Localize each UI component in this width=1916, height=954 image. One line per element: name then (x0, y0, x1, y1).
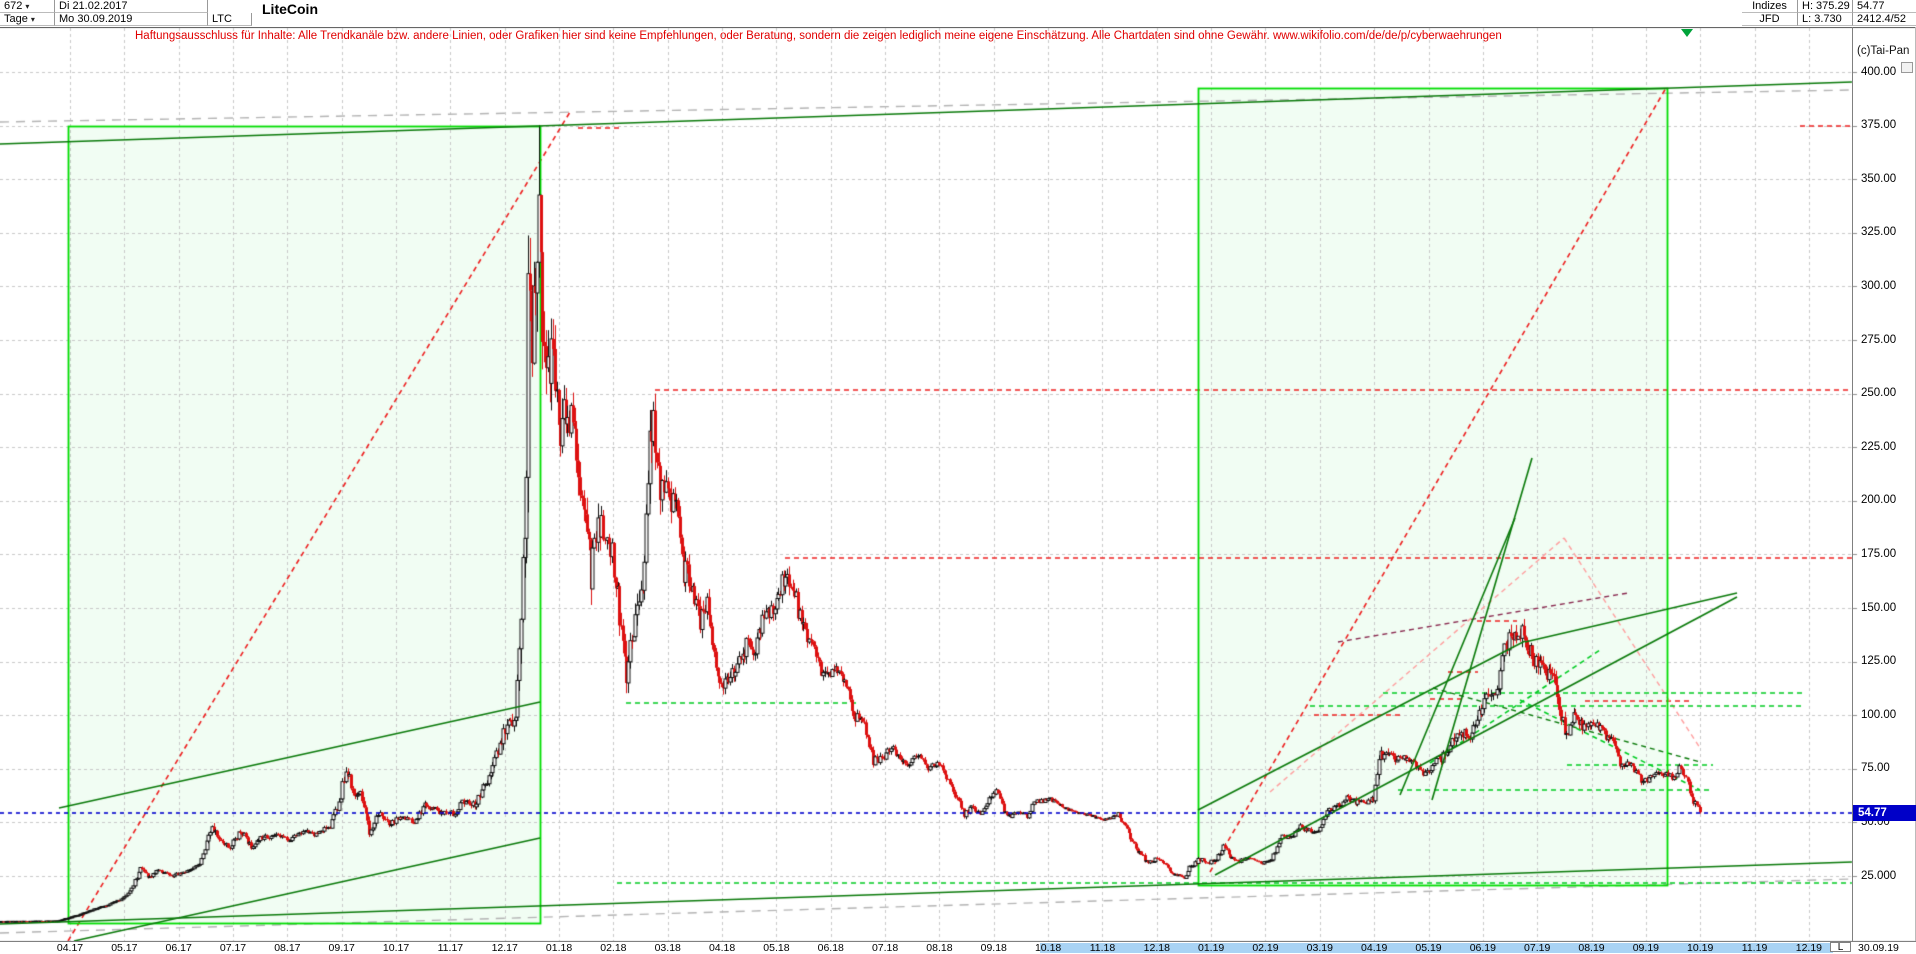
time-axis-label: 10.19 (1687, 942, 1714, 954)
index-group-cell[interactable]: Indizes (1742, 0, 1798, 13)
time-axis-label: 10.18 (1034, 942, 1062, 954)
range-cell: 2412.4/52 (1853, 13, 1916, 26)
time-axis-label: 06.17 (165, 942, 192, 954)
time-axis-label: 02.19 (1252, 942, 1279, 954)
time-axis-label: 02.18 (600, 942, 627, 954)
time-axis-label: 05.17 (111, 942, 138, 954)
time-axis-label: 11.18 (1089, 942, 1116, 954)
time-axis-label: 06.18 (817, 942, 844, 954)
period-high-cell: H: 375.29 (1798, 0, 1853, 13)
price-axis-label: 275.00 (1861, 333, 1897, 346)
time-axis-label: 09.18 (980, 942, 1007, 954)
price-axis-label: 75.00 (1861, 762, 1890, 775)
header-bar: 672 ▾ Di 21.02.2017 Tage ▾ Mo 30.09.2019 L… (0, 0, 1916, 28)
time-axis-label: 11.17 (437, 942, 464, 954)
bars-count-value: 672 (4, 0, 23, 12)
last-price-cell: 54.77 (1853, 0, 1916, 13)
price-axis-label: 400.00 (1861, 65, 1897, 78)
broker-cell: JFD (1742, 13, 1798, 26)
collapse-icon[interactable] (1901, 62, 1913, 73)
price-axis-label: 375.00 (1861, 119, 1897, 132)
time-axis-label: 09.19 (1632, 942, 1659, 954)
time-axis-label: 06.19 (1469, 942, 1496, 954)
marker-triangle-icon (1681, 29, 1693, 37)
price-axis-label: 125.00 (1861, 655, 1897, 668)
instrument-title: LiteCoin (262, 1, 318, 17)
price-axis-label: 350.00 (1861, 172, 1897, 185)
time-axis-label: 08.19 (1578, 942, 1605, 954)
time-axis-label: 10.17 (382, 942, 410, 954)
disclaimer-text: Haftungsausschluss für Inhalte: Alle Tre… (135, 30, 1502, 42)
last-date-label: 30.09.19 (1858, 942, 1899, 954)
time-axis-label: 12.19 (1795, 942, 1823, 954)
time-axis-label: 04.19 (1361, 942, 1388, 954)
chevron-down-icon: ▾ (25, 2, 30, 11)
bars-count-dropdown[interactable]: 672 ▾ (0, 0, 55, 13)
chevron-down-icon: ▾ (30, 15, 35, 24)
selected-range-highlight[interactable] (1040, 943, 1833, 953)
price-axis-label: 200.00 (1861, 494, 1897, 507)
time-axis-label: 03.19 (1306, 942, 1333, 954)
time-axis-label: 09.17 (328, 942, 355, 954)
price-axis-label: 225.00 (1861, 440, 1897, 453)
timeframe-value: Tage (4, 13, 28, 25)
symbol-cell: LTC (208, 13, 252, 26)
time-axis-label: 05.19 (1415, 942, 1442, 954)
time-axis-label: 12.17 (491, 942, 518, 954)
spacer-cell (208, 0, 262, 13)
price-axis-label: 25.000 (1861, 869, 1897, 882)
price-axis-label: 100.00 (1861, 708, 1897, 721)
price-axis-label: 325.00 (1861, 226, 1897, 239)
price-axis-label: 175.00 (1861, 547, 1897, 560)
time-axis-label: 08.17 (274, 942, 301, 954)
time-axis-label: 01.19 (1197, 942, 1225, 954)
time-axis-label: 03.18 (654, 942, 681, 954)
time-axis-label: 05.18 (763, 942, 790, 954)
axis-divider (1852, 27, 1853, 952)
timeframe-dropdown[interactable]: Tage ▾ (0, 13, 55, 26)
price-axis-label: 300.00 (1861, 279, 1897, 292)
time-axis-label: 07.18 (871, 942, 899, 954)
time-axis-label: 07.17 (219, 942, 247, 954)
time-axis-label: 12.18 (1143, 942, 1170, 954)
time-axis-label: 04.17 (56, 942, 84, 954)
last-label-box: L (1830, 942, 1851, 953)
time-axis-label: 08.18 (926, 942, 953, 954)
end-date-cell: Mo 30.09.2019 (55, 13, 208, 26)
period-low-cell: L: 3.730 (1798, 13, 1853, 26)
time-axis-label: 04.18 (708, 942, 736, 954)
time-axis-label: 07.19 (1524, 942, 1551, 954)
current-price-marker: 54.77 (1853, 805, 1916, 821)
time-axis-label: 11.19 (1741, 942, 1768, 954)
price-axis-label: 150.00 (1861, 601, 1897, 614)
time-axis: 04.17 05.17 06.17 07.17 08.17 09.17 10.17 11.17… (0, 941, 1916, 954)
start-date-cell: Di 21.02.2017 (55, 0, 208, 13)
price-axis-label: 250.00 (1861, 387, 1897, 400)
time-axis-label: 01.18 (545, 942, 573, 954)
tai-pan-watermark: (c)Tai-Pan (1857, 45, 1910, 57)
